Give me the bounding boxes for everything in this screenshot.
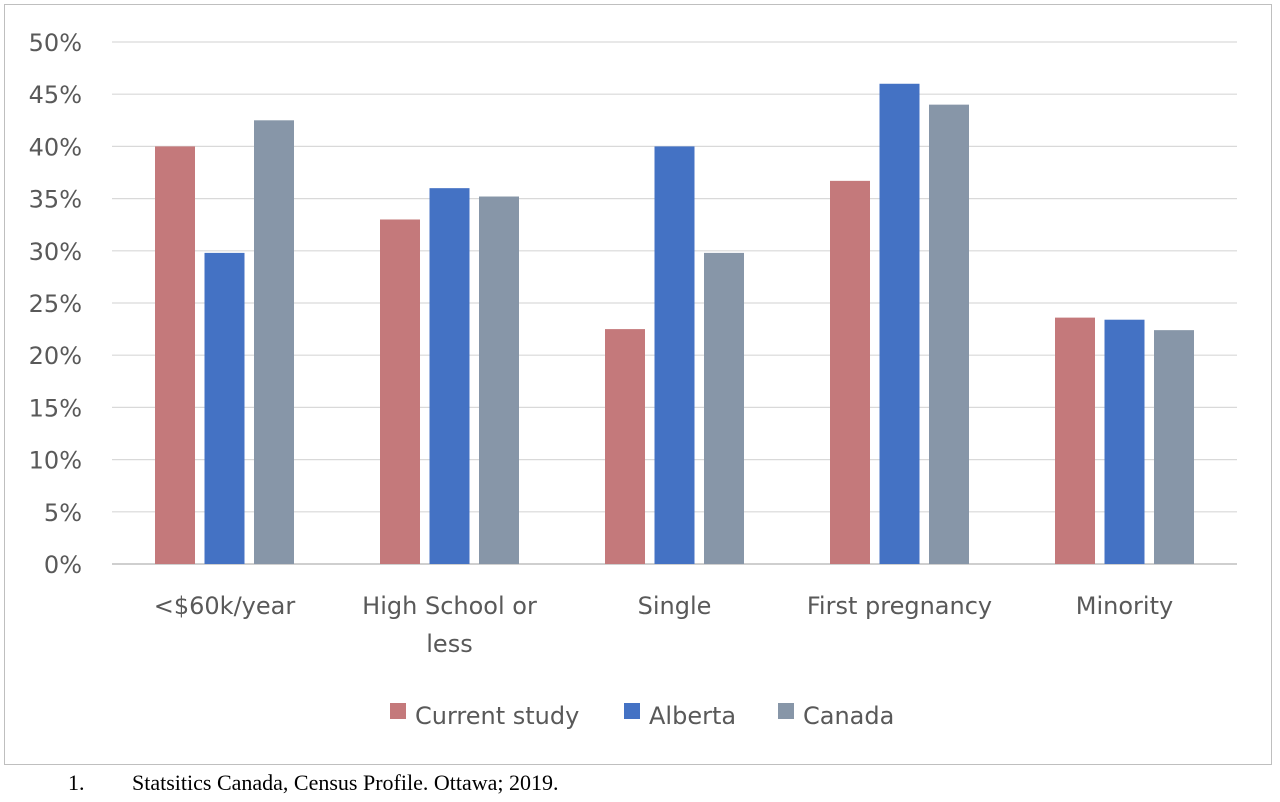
bar (254, 120, 294, 565)
y-tick-label: 15% (29, 394, 82, 422)
y-tick-label: 40% (29, 133, 82, 161)
legend-label: Current study (415, 702, 579, 730)
y-tick-label: 35% (29, 186, 82, 214)
x-tick-label: Single (638, 592, 712, 620)
bar (380, 219, 420, 565)
bar (1055, 317, 1095, 564)
y-tick-label: 30% (29, 238, 82, 266)
x-tick-label: First pregnancy (807, 592, 992, 620)
legend-label: Canada (803, 702, 894, 730)
footnote-number: 1. (68, 770, 85, 795)
bar (1104, 319, 1145, 564)
bar (1154, 330, 1194, 564)
y-tick-label: 5% (44, 499, 82, 527)
legend-swatch (390, 703, 406, 719)
y-tick-label: 10% (29, 447, 82, 475)
y-tick-label: 45% (29, 81, 82, 109)
bar (429, 188, 470, 564)
bar (704, 252, 744, 564)
bar (929, 104, 969, 564)
footnote: 1. Statsitics Canada, Census Profile. Ott… (68, 770, 559, 796)
bar-chart: 0% 5% 10% 15% 20% 25% 30% 35% 40% 45% 50% <$60k/yea… (29, 29, 1237, 730)
y-tick-label: 50% (29, 29, 82, 57)
y-tick-label: 25% (29, 290, 82, 318)
legend-label: Alberta (649, 702, 736, 730)
bar (155, 146, 195, 564)
bar (879, 83, 920, 564)
footnote-text: Statsitics Canada, Census Profile. Ottaw… (132, 770, 559, 795)
bar (605, 329, 645, 564)
bar (830, 180, 870, 565)
bar (654, 146, 695, 564)
y-tick-label: 0% (44, 551, 82, 579)
x-tick-label: <$60k/year (154, 592, 296, 620)
x-tick-label: High School or less (362, 592, 537, 658)
legend-swatch (778, 703, 794, 719)
legend-swatch (624, 703, 640, 719)
bar (479, 196, 519, 564)
bar (204, 252, 245, 564)
y-tick-label: 20% (29, 342, 82, 370)
x-tick-label: Minority (1076, 592, 1173, 620)
